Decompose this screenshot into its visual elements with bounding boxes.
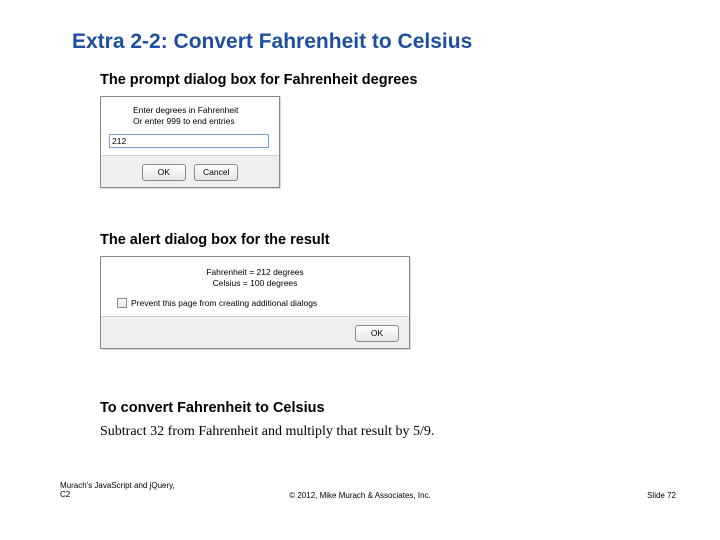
conversion-instruction: Subtract 32 from Fahrenheit and multiply…: [100, 424, 434, 440]
prevent-dialogs-checkbox[interactable]: [117, 298, 127, 308]
alert-button-bar: OK: [101, 316, 409, 348]
cancel-button[interactable]: Cancel: [194, 164, 238, 181]
prompt-input[interactable]: [109, 134, 269, 148]
alert-dialog: Fahrenheit = 212 degrees Celsius = 100 d…: [100, 256, 410, 349]
ok-button[interactable]: OK: [355, 325, 399, 342]
section-heading-convert: To convert Fahrenheit to Celsius: [100, 400, 325, 416]
prompt-dialog: Enter degrees in Fahrenheit Or enter 999…: [100, 96, 280, 188]
alert-message: Fahrenheit = 212 degrees Celsius = 100 d…: [111, 267, 399, 290]
footer-slide-number: Slide 72: [647, 491, 676, 500]
prompt-button-bar: OK Cancel: [101, 155, 279, 187]
section-heading-prompt: The prompt dialog box for Fahrenheit deg…: [100, 72, 417, 88]
prompt-line-2: Or enter 999 to end entries: [133, 116, 271, 127]
prompt-message: Enter degrees in Fahrenheit Or enter 999…: [133, 105, 271, 127]
footer-book-title: Murach's JavaScript and jQuery,: [60, 481, 175, 491]
footer-copyright: © 2012, Mike Murach & Associates, Inc.: [0, 491, 720, 500]
prompt-line-1: Enter degrees in Fahrenheit: [133, 105, 271, 116]
alert-dialog-body: Fahrenheit = 212 degrees Celsius = 100 d…: [101, 257, 409, 316]
alert-line-1: Fahrenheit = 212 degrees: [111, 267, 399, 278]
prompt-dialog-body: Enter degrees in Fahrenheit Or enter 999…: [101, 97, 279, 155]
prevent-dialogs-row: Prevent this page from creating addition…: [117, 298, 399, 308]
alert-line-2: Celsius = 100 degrees: [111, 278, 399, 289]
section-heading-alert: The alert dialog box for the result: [100, 232, 330, 248]
slide-title: Extra 2-2: Convert Fahrenheit to Celsius: [72, 30, 472, 54]
ok-button[interactable]: OK: [142, 164, 186, 181]
prevent-dialogs-label: Prevent this page from creating addition…: [131, 298, 317, 308]
